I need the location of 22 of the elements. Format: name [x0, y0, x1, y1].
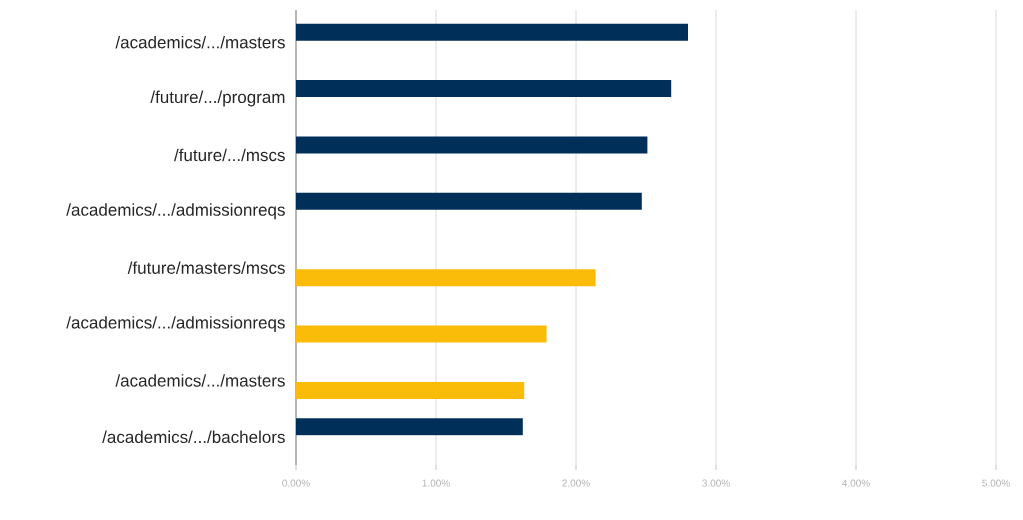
bar — [296, 136, 648, 154]
x-tick-label: 0.00% — [282, 479, 310, 487]
x-tick-label: 3.00% — [702, 479, 730, 487]
bar — [296, 80, 672, 98]
x-tick-label: 5.00% — [982, 479, 1010, 487]
y-tick-label: /future/masters/mscs — [127, 261, 285, 274]
bar — [296, 381, 525, 399]
bar — [296, 269, 596, 287]
bar — [296, 325, 547, 343]
bar — [296, 418, 523, 436]
y-tick-label: /future/.../program — [150, 90, 285, 107]
y-tick-label: /academics/.../admissionreqs — [66, 203, 285, 220]
y-tick-label: /academics/.../admissionreqs — [66, 316, 285, 332]
x-tick-label: 2.00% — [562, 479, 590, 487]
bar — [296, 23, 688, 41]
bar — [296, 192, 642, 210]
y-tick-label: /future/.../mscs — [174, 148, 285, 162]
y-tick-label: /academics/.../masters — [115, 35, 285, 49]
y-tick-label: /academics/.../masters — [115, 374, 285, 387]
x-tick-label: 1.00% — [422, 479, 450, 487]
x-tick-label: 4.00% — [842, 479, 870, 487]
y-tick-label: /academics/.../bachelors — [102, 430, 285, 444]
